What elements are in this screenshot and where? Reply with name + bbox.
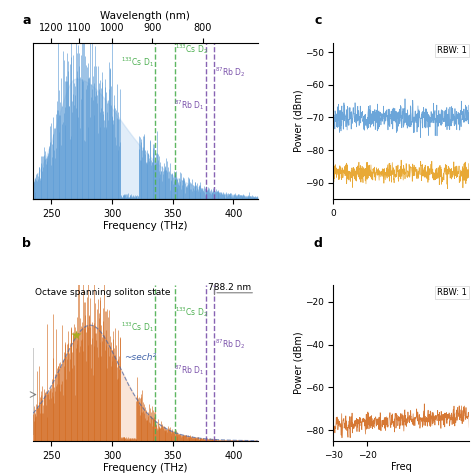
X-axis label: Frequency (THz): Frequency (THz) bbox=[103, 463, 188, 474]
Text: $^{87}$Rb D$_2$: $^{87}$Rb D$_2$ bbox=[215, 337, 246, 351]
Text: RBW: 1: RBW: 1 bbox=[437, 46, 466, 55]
Text: RBW: 1: RBW: 1 bbox=[437, 288, 466, 297]
Text: $^{133}$Cs D$_2$: $^{133}$Cs D$_2$ bbox=[175, 305, 209, 319]
FancyBboxPatch shape bbox=[31, 348, 35, 435]
Text: $^{87}$Rb D$_1$: $^{87}$Rb D$_1$ bbox=[174, 99, 205, 112]
Text: $^{133}$Cs D$_2$: $^{133}$Cs D$_2$ bbox=[175, 42, 209, 56]
Text: ~sech²: ~sech² bbox=[124, 353, 156, 362]
Text: a: a bbox=[22, 14, 31, 27]
Text: b: b bbox=[22, 237, 31, 250]
Text: $^{133}$Cs D$_1$: $^{133}$Cs D$_1$ bbox=[121, 55, 154, 69]
Text: c: c bbox=[315, 14, 322, 27]
X-axis label: Frequency (THz): Frequency (THz) bbox=[103, 221, 188, 231]
Text: Octave spanning soliton state: Octave spanning soliton state bbox=[36, 288, 171, 297]
Text: $^{133}$Cs D$_1$: $^{133}$Cs D$_1$ bbox=[121, 320, 154, 335]
X-axis label: Freq: Freq bbox=[391, 462, 411, 472]
Y-axis label: Power (dBm): Power (dBm) bbox=[293, 331, 303, 394]
Text: $^{87}$Rb D$_1$: $^{87}$Rb D$_1$ bbox=[174, 363, 205, 377]
Text: $^{87}$Rb D$_2$: $^{87}$Rb D$_2$ bbox=[215, 65, 246, 79]
Text: d: d bbox=[313, 237, 322, 250]
Text: 788.2 nm: 788.2 nm bbox=[208, 283, 251, 292]
X-axis label: Wavelength (nm): Wavelength (nm) bbox=[100, 11, 191, 21]
Y-axis label: Power (dBm): Power (dBm) bbox=[293, 90, 303, 152]
